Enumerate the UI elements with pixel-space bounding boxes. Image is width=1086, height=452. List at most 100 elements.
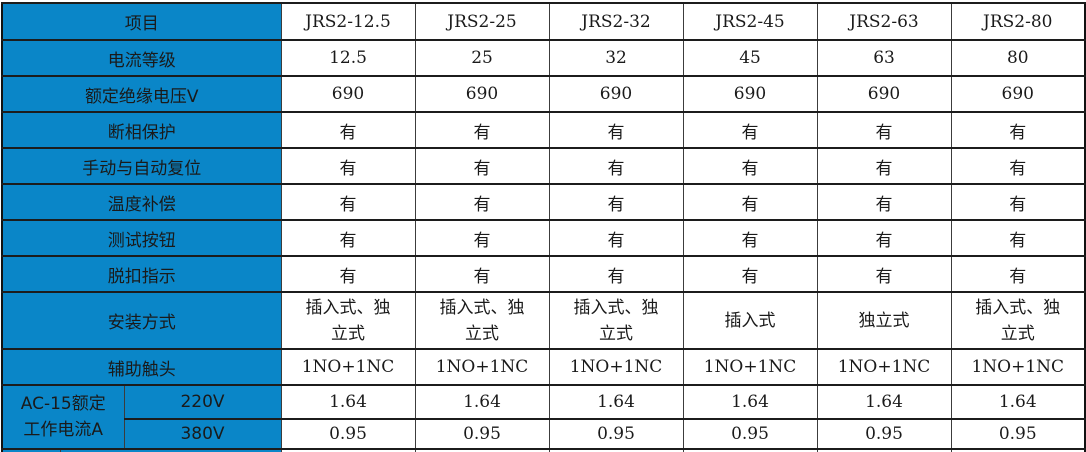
phase-failure-protection-value: 有 [548, 111, 684, 149]
mounting-type-value-text: 插入式、独立式 [975, 297, 1061, 344]
partial-value-cell [950, 448, 1086, 452]
phase-failure-protection-value: 有 [682, 111, 818, 149]
manual-auto-reset-value: 有 [548, 147, 684, 185]
mounting-type-value: 插入式、独立式 [548, 291, 684, 350]
partial-label-cell-2 [59, 448, 282, 452]
phase-failure-protection-value: 有 [280, 111, 416, 149]
header-model-cell: JRS2-12.5 [280, 2, 416, 41]
temperature-compensation-value: 有 [548, 183, 684, 221]
temperature-compensation-value: 有 [414, 183, 550, 221]
row-rated-insulation-voltage: 额定绝缘电压V 690 690 690 690 690 690 [1, 75, 1086, 113]
test-button-value: 有 [548, 219, 684, 257]
header-model-cell: JRS2-45 [682, 2, 818, 41]
auxiliary-contact-value: 1NO+1NC [548, 348, 684, 386]
test-button-label: 测试按钮 [1, 219, 282, 257]
header-model-cell: JRS2-80 [950, 2, 1086, 41]
ac15-380v-value: 0.95 [414, 418, 550, 450]
auxiliary-contact-value: 1NO+1NC [950, 348, 1086, 386]
mounting-type-value-text: 独立式 [858, 310, 910, 331]
row-manual-auto-reset: 手动与自动复位有有有有有有 [1, 147, 1086, 185]
current-rating-value: 45 [682, 39, 818, 77]
row-current-rating: 电流等级 12.5 25 32 45 63 80 [1, 39, 1086, 77]
test-button-value: 有 [414, 219, 550, 257]
row-ac15-380v: 380V 0.95 0.95 0.95 0.95 0.95 0.95 [2, 418, 1086, 450]
auxiliary-contact-value: 1NO+1NC [816, 348, 952, 386]
trip-indication-value: 有 [816, 255, 952, 293]
ac15-380v-value: 0.95 [548, 418, 684, 450]
ac15-220v-value: 1.64 [414, 384, 550, 420]
manual-auto-reset-value: 有 [280, 147, 416, 185]
current-rating-label: 电流等级 [1, 39, 282, 77]
current-rating-value: 25 [414, 39, 550, 77]
temperature-compensation-value: 有 [682, 183, 818, 221]
header-row: 项目 JRS2-12.5 JRS2-25 JRS2-32 JRS2-45 JRS2-63 J… [1, 2, 1086, 41]
mounting-type-value: 插入式、独立式 [950, 291, 1086, 350]
mounting-type-label: 安装方式 [1, 291, 282, 350]
temperature-compensation-value: 有 [816, 183, 952, 221]
ac15-220v-value: 1.64 [816, 384, 952, 420]
row-trip-indication: 脱扣指示有有有有有有 [1, 255, 1086, 293]
ac15-220v-value: 1.64 [950, 384, 1086, 420]
current-rating-value: 12.5 [280, 39, 416, 77]
temperature-compensation-value: 有 [280, 183, 416, 221]
ac15-380v-value: 0.95 [816, 418, 952, 450]
mounting-type-value: 独立式 [816, 291, 952, 350]
temperature-compensation-label: 温度补偿 [1, 183, 282, 221]
auxiliary-contact-label: 辅助触头 [1, 348, 282, 386]
ac15-group-label-line: AC-15额定 [20, 394, 106, 414]
ac15-group-label-line: 工作电流A [23, 420, 104, 440]
mounting-type-value: 插入式、独立式 [280, 291, 416, 350]
test-button-value: 有 [682, 219, 818, 257]
mounting-type-value: 插入式 [682, 291, 818, 350]
trip-indication-value: 有 [548, 255, 684, 293]
test-button-value: 有 [950, 219, 1086, 257]
row-temperature-compensation: 温度补偿有有有有有有 [1, 183, 1086, 221]
ac15-group-label: AC-15额定 工作电流A [1, 384, 125, 450]
header-model-cell: JRS2-25 [414, 2, 550, 41]
header-model-cell: JRS2-63 [816, 2, 952, 41]
phase-failure-protection-value: 有 [414, 111, 550, 149]
row-phase-failure-protection: 断相保护有有有有有有 [1, 111, 1086, 149]
row-mounting-type: 安装方式 插入式、独立式 插入式、独立式 插入式、独立式 插入式 独立式 插入式、独立式 [1, 291, 1086, 350]
ac15-220v-value: 1.64 [280, 384, 416, 420]
ac15-380v-value: 0.95 [682, 418, 818, 450]
rated-insulation-voltage-value: 690 [280, 75, 416, 113]
trip-indication-label: 脱扣指示 [1, 255, 282, 293]
row-partial-cutoff [1, 448, 1086, 452]
ac15-380v-value: 0.95 [950, 418, 1086, 450]
test-button-value: 有 [280, 219, 416, 257]
rated-insulation-voltage-value: 690 [950, 75, 1086, 113]
rated-insulation-voltage-value: 690 [816, 75, 952, 113]
phase-failure-protection-value: 有 [816, 111, 952, 149]
row-auxiliary-contact: 辅助触头 1NO+1NC 1NO+1NC 1NO+1NC 1NO+1NC 1NO+1NC 1… [1, 348, 1086, 386]
current-rating-value: 32 [548, 39, 684, 77]
mounting-type-value-text: 插入式、独立式 [573, 297, 659, 344]
manual-auto-reset-value: 有 [950, 147, 1086, 185]
ac15-220v-value: 1.64 [682, 384, 818, 420]
rated-insulation-voltage-label: 额定绝缘电压V [1, 75, 282, 113]
auxiliary-contact-value: 1NO+1NC [414, 348, 550, 386]
test-button-value: 有 [816, 219, 952, 257]
trip-indication-value: 有 [950, 255, 1086, 293]
current-rating-value: 80 [950, 39, 1086, 77]
trip-indication-value: 有 [414, 255, 550, 293]
mounting-type-value-text: 插入式 [724, 310, 776, 331]
manual-auto-reset-label: 手动与自动复位 [1, 147, 282, 185]
rated-insulation-voltage-value: 690 [414, 75, 550, 113]
trip-indication-value: 有 [682, 255, 818, 293]
rated-insulation-voltage-value: 690 [548, 75, 684, 113]
row-test-button: 测试按钮有有有有有有 [1, 219, 1086, 257]
ac15-380v-value: 0.95 [280, 418, 416, 450]
manual-auto-reset-value: 有 [414, 147, 550, 185]
row-ac15-220v: AC-15额定 工作电流A 220V 1.64 1.64 1.64 1.64 1.64 1.64 [1, 384, 1086, 450]
rated-insulation-voltage-value: 690 [682, 75, 818, 113]
header-model-cell: JRS2-32 [548, 2, 684, 41]
trip-indication-value: 有 [280, 255, 416, 293]
header-item-cell: 项目 [1, 2, 282, 41]
ac15-380v-label: 380V [123, 418, 282, 450]
temperature-compensation-value: 有 [950, 183, 1086, 221]
mounting-type-value: 插入式、独立式 [414, 291, 550, 350]
manual-auto-reset-value: 有 [816, 147, 952, 185]
